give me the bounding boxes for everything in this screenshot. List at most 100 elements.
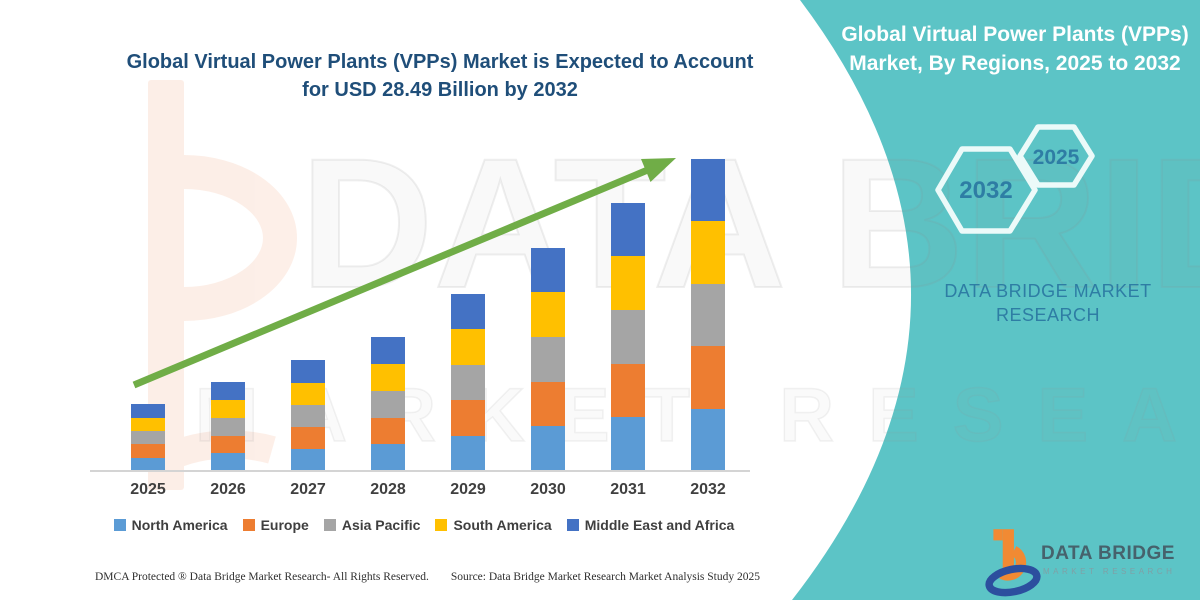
segment-south-america-2028 [371,364,405,391]
segment-middle-east-and-africa-2029 [451,293,485,330]
year-hexagons [935,124,1095,234]
segment-south-america-2026 [211,400,245,418]
segment-asia-pacific-2031 [611,310,645,364]
hexagon-2032 [935,146,1038,234]
footer-source-text: Source: Data Bridge Market Research Mark… [450,571,760,583]
segment-middle-east-and-africa-2032 [691,158,725,222]
segment-europe-2026 [211,435,245,454]
x-tick-2028: 2028 [370,481,406,498]
segment-north-america-2028 [371,444,405,471]
segment-north-america-2027 [291,448,325,471]
hexagon-2025 [1017,124,1095,188]
segment-north-america-2032 [691,408,725,471]
segment-europe-2030 [531,381,565,427]
segment-middle-east-and-africa-2027 [291,360,325,383]
data-bridge-logo-icon [985,529,1041,597]
hexagon-2025-label: 2025 [1032,146,1080,169]
segment-asia-pacific-2028 [371,390,405,418]
bar-2032 [691,158,725,471]
segment-north-america-2025 [131,457,165,471]
legend-label-middle-east-and-africa: Middle East and Africa [584,517,735,533]
segment-europe-2027 [291,426,325,449]
legend-item-south-america: South America [435,517,552,533]
right-title-line1: Global Virtual Power Plants (VPPs) [841,23,1189,46]
segment-middle-east-and-africa-2030 [531,247,565,293]
segment-south-america-2027 [291,382,325,405]
teal-panel [792,0,1200,600]
logo-d-swoosh [985,564,1041,597]
legend-label-europe: Europe [260,517,309,533]
segment-asia-pacific-2027 [291,404,325,427]
x-tick-2031: 2031 [610,481,646,498]
legend-item-middle-east-and-africa: Middle East and Africa [566,517,735,533]
segment-north-america-2031 [611,417,645,471]
bar-2030 [531,247,565,471]
x-tick-2029: 2029 [450,481,486,498]
legend-label-asia-pacific: Asia Pacific [341,517,421,533]
footer: DMCA Protected ® Data Bridge Market Rese… [95,571,760,583]
segment-asia-pacific-2026 [211,417,245,436]
segment-south-america-2029 [451,329,485,365]
segment-south-america-2032 [691,221,725,284]
logo-b-tab [993,529,1003,541]
legend-item-europe: Europe [242,517,309,533]
segment-europe-2028 [371,417,405,445]
chart-title: Global Virtual Power Plants (VPPs) Marke… [110,48,770,104]
bar-2025 [131,404,165,471]
bar-2027 [291,360,325,471]
bar-2028 [371,337,405,471]
segment-north-america-2029 [451,435,485,471]
segment-asia-pacific-2025 [131,430,165,445]
legend-swatch-europe [242,519,255,531]
segment-europe-2031 [611,363,645,418]
segment-south-america-2030 [531,292,565,337]
segment-europe-2032 [691,346,725,409]
segment-south-america-2031 [611,256,645,311]
logo-b-stem [1002,529,1014,576]
legend-label-north-america: North America [131,517,228,533]
legend-item-north-america: North America [113,517,228,533]
segment-europe-2025 [131,444,165,458]
legend-swatch-middle-east-and-africa [566,519,579,531]
legend-swatch-south-america [435,519,448,531]
legend-label-south-america: South America [453,517,552,533]
x-tick-2030: 2030 [530,481,566,498]
x-tick-2026: 2026 [210,481,246,498]
segment-asia-pacific-2030 [531,336,565,382]
legend-swatch-north-america [113,519,126,531]
brand-text-line1: DATA BRIDGE MARKET [944,281,1152,301]
segment-middle-east-and-africa-2028 [371,337,405,365]
segment-north-america-2026 [211,453,245,471]
right-panel-title: Global Virtual Power Plants (VPPs) Marke… [840,20,1190,78]
logo-sub-text: MARKET RESEARCH [1043,567,1176,576]
brand-text: DATA BRIDGE MARKET RESEARCH [898,279,1198,327]
segment-south-america-2025 [131,417,165,431]
bar-2029 [451,293,485,471]
hexagon-2032-label: 2032 [959,177,1013,204]
segment-asia-pacific-2032 [691,283,725,347]
footer-dmca-text: DMCA Protected ® Data Bridge Market Rese… [95,571,429,583]
legend: North America Europe Asia Pacific South Ame… [90,517,758,533]
chart-title-line1: Global Virtual Power Plants (VPPs) Marke… [126,51,754,73]
chart-title-line2: for USD 28.49 Billion by 2032 [302,79,578,101]
brand-text-line2: RESEARCH [995,305,1101,325]
x-tick-2025: 2025 [130,481,166,498]
segment-asia-pacific-2029 [451,364,485,401]
bar-2026 [211,382,245,471]
data-bridge-logo: DATA BRIDGE MARKET RESEARCH [985,516,1195,597]
segment-middle-east-and-africa-2031 [611,202,645,257]
legend-swatch-asia-pacific [323,519,336,531]
segment-north-america-2030 [531,426,565,471]
x-tick-2032: 2032 [690,481,726,498]
x-tick-2027: 2027 [290,481,326,498]
x-axis-line [90,470,750,472]
legend-item-asia-pacific: Asia Pacific [323,517,421,533]
segment-europe-2029 [451,400,485,436]
x-axis-labels: 2025 2026 2027 2028 2029 2030 2031 2032 [100,481,750,501]
right-title-line2: Market, By Regions, 2025 to 2032 [849,52,1181,75]
bars [100,150,750,471]
logo-name-text: DATA BRIDGE [1041,543,1175,564]
bar-2031 [611,202,645,471]
segment-middle-east-and-africa-2025 [131,404,165,418]
segment-middle-east-and-africa-2026 [211,382,245,401]
